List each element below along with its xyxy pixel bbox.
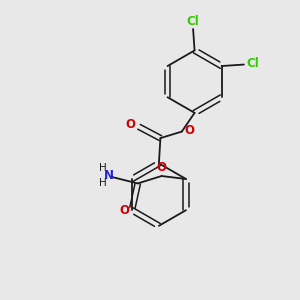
Text: O: O [119, 204, 129, 217]
Text: H: H [99, 178, 107, 188]
Text: O: O [184, 124, 194, 136]
Text: N: N [104, 169, 114, 182]
Text: O: O [126, 118, 136, 131]
Text: H: H [99, 163, 107, 173]
Text: O: O [157, 160, 166, 174]
Text: Cl: Cl [246, 58, 259, 70]
Text: Cl: Cl [186, 15, 199, 28]
